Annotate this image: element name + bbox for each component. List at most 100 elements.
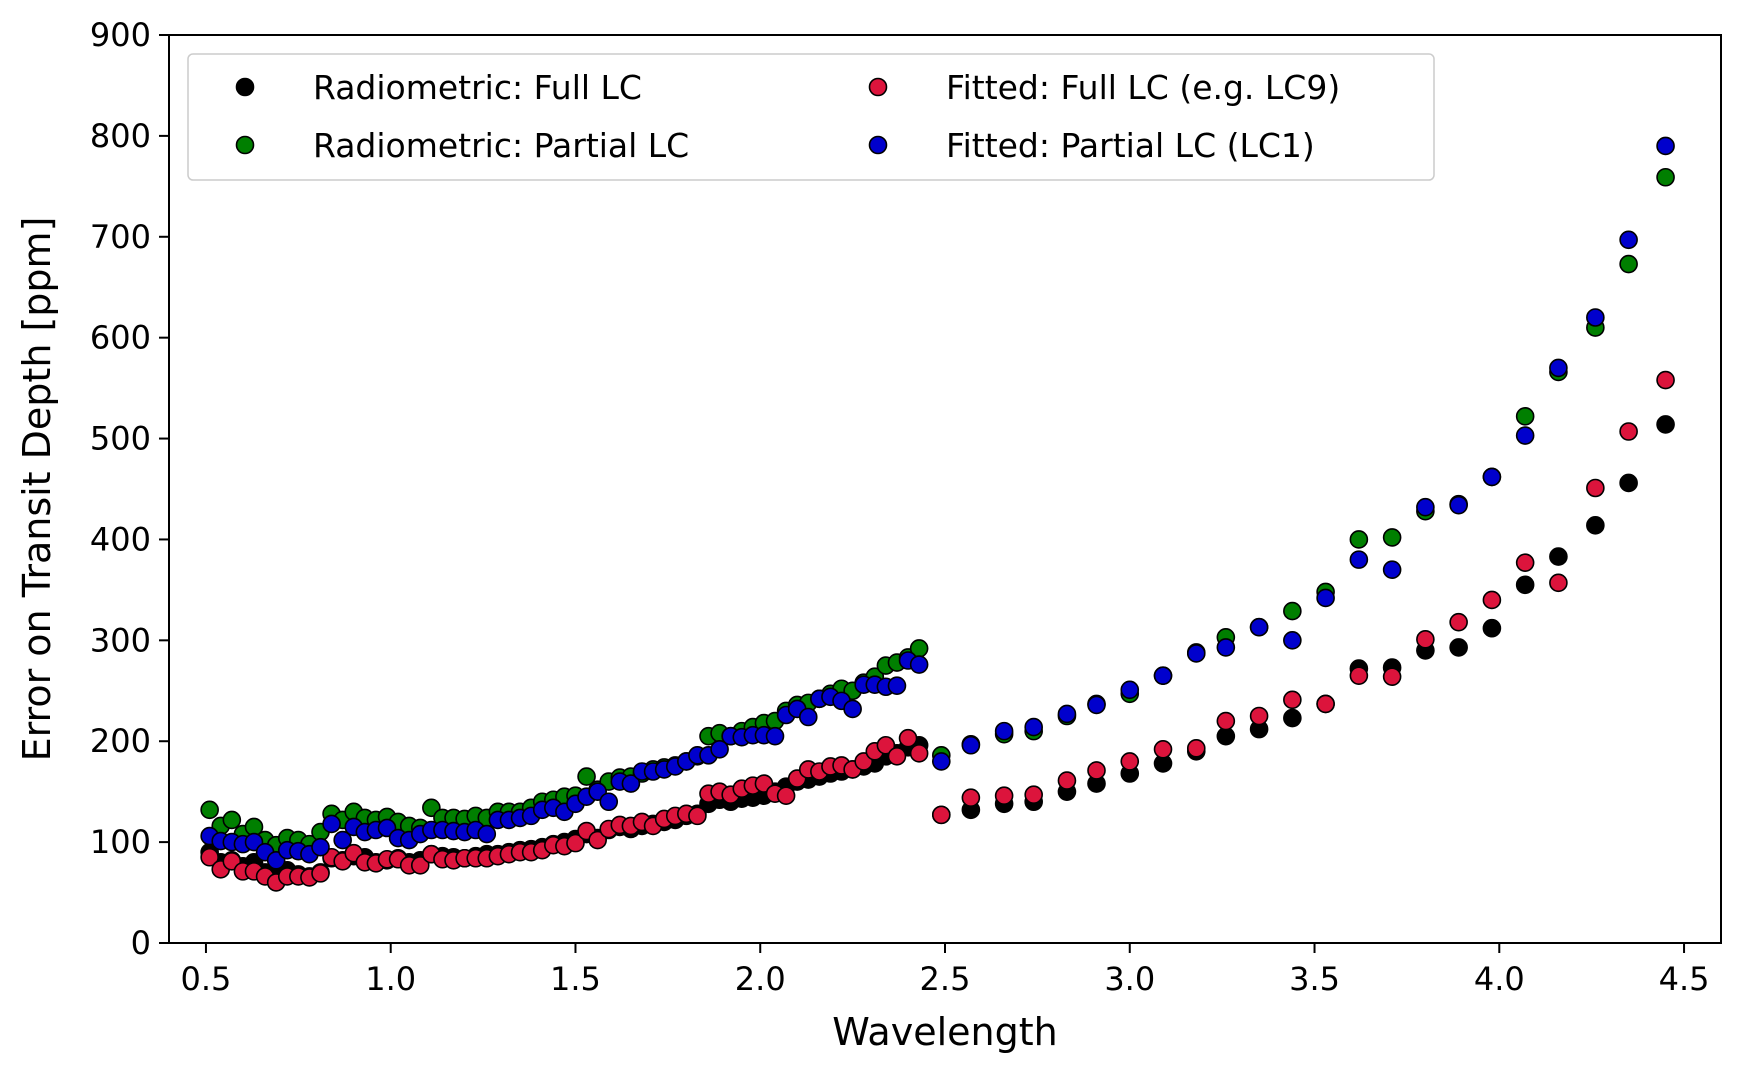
data-point (588, 830, 607, 850)
data-point (1087, 761, 1106, 780)
data-point (1449, 495, 1468, 515)
data-point (710, 739, 729, 759)
data-point (1549, 547, 1568, 566)
data-point (843, 699, 862, 719)
data-point (1416, 630, 1435, 649)
legend: Radiometric: Full LC Radiometric: Partia… (187, 53, 1435, 181)
data-point (765, 726, 785, 746)
x-tick-label: 3.0 (1104, 960, 1155, 998)
data-point (1120, 680, 1140, 700)
data-point (311, 864, 330, 883)
data-point (477, 824, 497, 844)
data-point (776, 786, 796, 806)
data-point (898, 728, 918, 748)
y-tick-label: 500 (90, 420, 151, 458)
data-point (1186, 738, 1206, 758)
legend-label-fitted-partial: Fitted: Partial LC (LC1) (946, 126, 1315, 165)
data-point (410, 856, 430, 875)
y-tick-label: 600 (90, 319, 151, 357)
data-point (1515, 407, 1535, 426)
data-point (1024, 785, 1043, 804)
data-point (1482, 618, 1502, 638)
data-point (1549, 573, 1568, 593)
data-point (1619, 422, 1638, 441)
x-tick-label: 2.5 (920, 960, 971, 998)
legend-marker-radiometric-full (235, 77, 255, 97)
data-point (932, 805, 951, 825)
y-axis-label: Error on Transit Depth [ppm] (15, 217, 59, 762)
data-point (1482, 467, 1502, 487)
data-point (1057, 771, 1077, 790)
y-tick-label: 700 (90, 218, 151, 256)
data-point (1449, 612, 1468, 632)
y-tick-label: 100 (90, 823, 151, 861)
data-point (1283, 601, 1302, 621)
data-point (798, 707, 818, 727)
data-point (909, 655, 929, 674)
data-point (1087, 695, 1106, 715)
data-point (1482, 590, 1502, 610)
legend-label-radiometric-full: Radiometric: Full LC (313, 68, 642, 107)
data-point (1349, 530, 1369, 549)
data-point (1120, 752, 1140, 771)
y-tick-label: 300 (90, 621, 151, 659)
data-point (1382, 560, 1402, 580)
data-point (887, 747, 907, 766)
data-point (961, 788, 981, 808)
data-point (1057, 704, 1077, 724)
data-point (1024, 717, 1043, 737)
data-point (961, 735, 981, 755)
data-point (322, 814, 341, 834)
x-tick-label: 4.5 (1659, 960, 1710, 998)
data-point (599, 792, 619, 812)
data-point (1586, 478, 1605, 498)
data-point (1656, 370, 1675, 390)
data-point (1619, 230, 1638, 250)
data-point (994, 786, 1014, 806)
data-point (994, 721, 1014, 741)
legend-label-radiometric-partial: Radiometric: Partial LC (313, 126, 689, 165)
data-point (222, 810, 242, 830)
y-tick-label: 200 (90, 722, 151, 760)
data-point (1515, 553, 1535, 572)
data-point (1416, 497, 1435, 517)
x-tick-label: 4.0 (1474, 960, 1525, 998)
x-axis-label: Wavelength (832, 1010, 1057, 1054)
data-point (621, 774, 641, 793)
data-point (688, 806, 707, 826)
data-point (887, 676, 907, 696)
x-axis-ticks: 0.5 1.0 1.5 2.0 2.5 3.0 3.5 4.0 4.5 (181, 943, 1710, 998)
data-point (1656, 136, 1675, 156)
data-point (1283, 631, 1302, 650)
data-point (1619, 254, 1638, 274)
x-tick-label: 3.5 (1289, 960, 1340, 998)
data-point (876, 735, 896, 755)
legend-label-fitted-full: Fitted: Full LC (e.g. LC9) (946, 68, 1340, 107)
data-point (1249, 617, 1269, 637)
x-tick-label: 0.5 (181, 960, 232, 998)
data-point (566, 833, 585, 853)
legend-marker-fitted-partial (868, 135, 888, 155)
data-point (932, 752, 951, 771)
plot-points (200, 136, 1675, 892)
data-point (1549, 358, 1568, 378)
legend-box (187, 53, 1435, 181)
y-tick-label: 400 (90, 520, 151, 558)
data-point (1283, 690, 1302, 710)
data-point (577, 767, 596, 786)
data-point (1186, 644, 1206, 663)
data-point (1316, 694, 1335, 714)
data-point (1656, 415, 1675, 434)
legend-marker-fitted-full (868, 77, 888, 97)
data-point (1249, 706, 1269, 726)
x-tick-label: 2.0 (735, 960, 786, 998)
data-point (1216, 638, 1236, 657)
data-point (1656, 167, 1675, 187)
data-point (909, 744, 929, 763)
y-tick-label: 900 (90, 16, 151, 54)
data-point (311, 837, 330, 857)
series-fitted-full-lc-e-g-lc9 (200, 370, 1675, 892)
data-point (200, 800, 219, 820)
